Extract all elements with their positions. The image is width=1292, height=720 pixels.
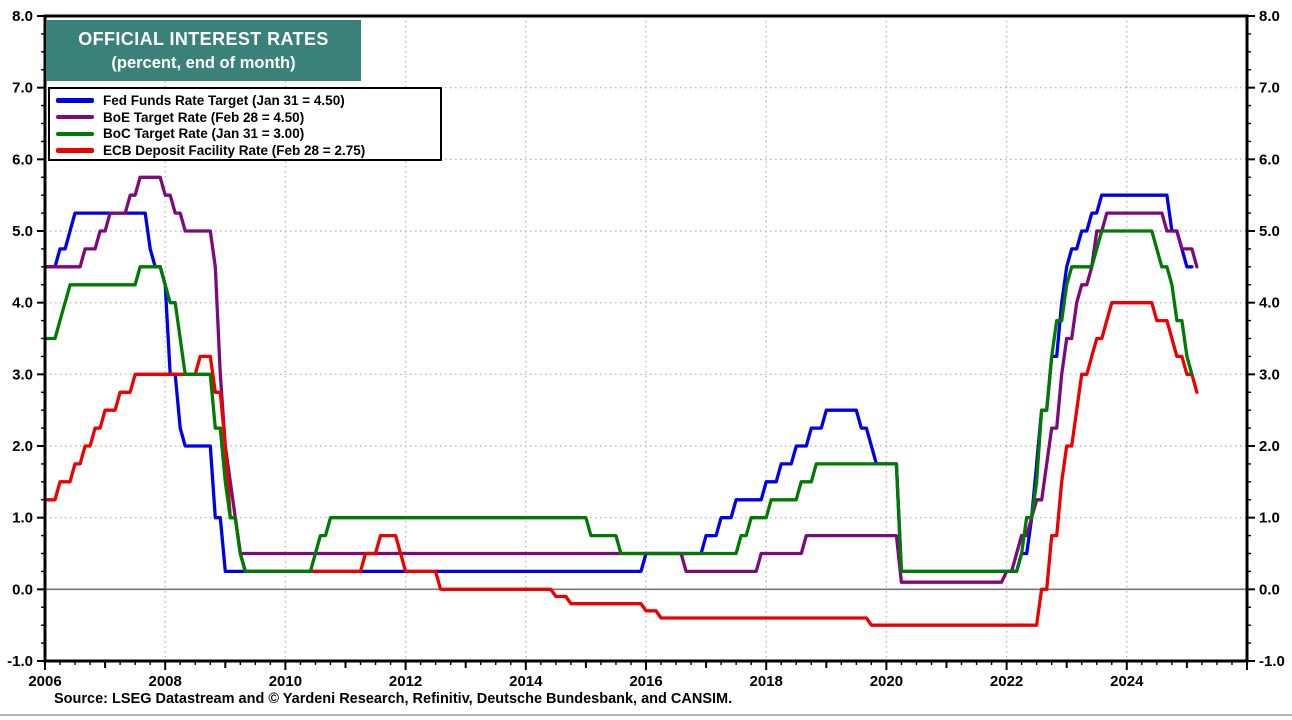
series-line-fed bbox=[43, 193, 1194, 574]
plot-frame bbox=[43, 14, 1249, 663]
y-axis-tick-label-right: 7.0 bbox=[1259, 80, 1280, 97]
x-axis-tick-label: 2020 bbox=[870, 673, 903, 690]
y-axis-tick-label-right: -1.0 bbox=[1259, 653, 1285, 670]
y-axis-tick-label-left: 0.0 bbox=[12, 581, 33, 598]
y-axis-tick-label-left: 4.0 bbox=[12, 295, 33, 312]
x-axis-tick-label: 2022 bbox=[990, 673, 1023, 690]
chart-subtitle: (percent, end of month) bbox=[111, 53, 296, 72]
legend-label: Fed Funds Rate Target (Jan 31 = 4.50) bbox=[103, 92, 345, 108]
legend-label: BoE Target Rate (Feb 28 = 4.50) bbox=[103, 109, 305, 125]
x-axis-tick-label: 2012 bbox=[389, 673, 422, 690]
x-axis-tick-label: 2008 bbox=[149, 673, 182, 690]
legend-label: BoC Target Rate (Jan 31 = 3.00) bbox=[103, 126, 305, 142]
series-line-ecb bbox=[43, 301, 1199, 627]
y-axis-tick-label-right: 3.0 bbox=[1259, 366, 1280, 383]
x-axis-tick-label: 2018 bbox=[750, 673, 783, 690]
y-axis-tick-label-left: 8.0 bbox=[12, 8, 33, 25]
chart-legend: Fed Funds Rate Target (Jan 31 = 4.50) BoE… bbox=[48, 87, 442, 161]
x-axis-tick-label: 2016 bbox=[629, 673, 662, 690]
x-axis-tick-label: 2014 bbox=[509, 673, 543, 690]
y-axis-tick-label-right: 8.0 bbox=[1259, 8, 1280, 25]
legend-swatch-boe bbox=[56, 114, 94, 120]
chart-title: OFFICIAL INTEREST RATES bbox=[78, 29, 329, 50]
legend-label: ECB Deposit Facility Rate (Feb 28 = 2.75… bbox=[103, 143, 366, 159]
y-axis-tick-label-right: 1.0 bbox=[1259, 510, 1280, 527]
legend-item: Fed Funds Rate Target (Jan 31 = 4.50) bbox=[56, 92, 432, 108]
y-axis-tick-label-left: 3.0 bbox=[12, 366, 33, 383]
legend-item: BoC Target Rate (Jan 31 = 3.00) bbox=[56, 126, 432, 142]
x-axis-tick-label: 2006 bbox=[28, 673, 61, 690]
y-axis-tick-label-right: 6.0 bbox=[1259, 151, 1280, 168]
y-axis-tick-label-left: 6.0 bbox=[12, 151, 33, 168]
series-line-boe bbox=[43, 175, 1199, 584]
y-axis-tick-label-left: 2.0 bbox=[12, 438, 33, 455]
bottom-divider bbox=[0, 714, 1292, 716]
chart-title-box: OFFICIAL INTEREST RATES (percent, end of… bbox=[46, 20, 361, 81]
legend-swatch-boc bbox=[56, 131, 94, 137]
y-axis-tick-label-right: 5.0 bbox=[1259, 223, 1280, 240]
y-axis-tick-label-left: -1.0 bbox=[7, 653, 33, 670]
legend-swatch-ecb bbox=[56, 148, 94, 153]
y-axis-tick-label-left: 1.0 bbox=[12, 510, 33, 527]
legend-swatch-fed bbox=[56, 98, 94, 103]
y-axis-tick-label-right: 2.0 bbox=[1259, 438, 1280, 455]
x-axis-tick-label: 2010 bbox=[269, 673, 302, 690]
legend-item: ECB Deposit Facility Rate (Feb 28 = 2.75… bbox=[56, 143, 432, 159]
y-axis-tick-label-left: 5.0 bbox=[12, 223, 33, 240]
x-axis-tick-label: 2024 bbox=[1110, 673, 1144, 690]
legend-item: BoE Target Rate (Feb 28 = 4.50) bbox=[56, 109, 432, 125]
y-axis-tick-label-left: 7.0 bbox=[12, 80, 33, 97]
source-note: Source: LSEG Datastream and © Yardeni Re… bbox=[54, 691, 733, 707]
y-axis-tick-label-right: 4.0 bbox=[1259, 295, 1280, 312]
series-line-boc bbox=[43, 229, 1194, 574]
y-axis-tick-label-right: 0.0 bbox=[1259, 581, 1280, 598]
